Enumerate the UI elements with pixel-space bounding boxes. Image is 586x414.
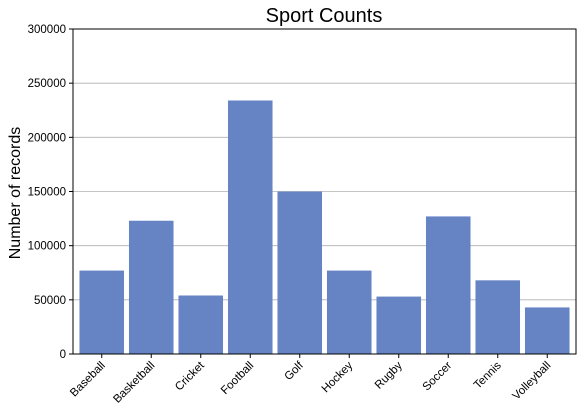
x-tick-label-cricket: Cricket bbox=[173, 359, 207, 393]
bar-rugby bbox=[376, 296, 422, 354]
x-tick-label-rugby: Rugby bbox=[373, 359, 405, 391]
y-tick-label: 100000 bbox=[28, 241, 66, 253]
y-tick-label: 0 bbox=[60, 349, 66, 361]
x-tick-label-tennis: Tennis bbox=[472, 359, 504, 391]
y-tick-label: 200000 bbox=[28, 132, 66, 144]
x-tick-label-baseball: Baseball bbox=[68, 360, 108, 400]
bar-baseball bbox=[79, 270, 125, 354]
bar-tennis bbox=[475, 280, 521, 354]
bars bbox=[79, 100, 570, 354]
x-tick-label-basketball: Basketball bbox=[111, 360, 157, 406]
bar-soccer bbox=[425, 216, 471, 354]
bar-cricket bbox=[178, 295, 224, 354]
x-axis-ticks: Baseball Basketball Cricket Football Golf Hoc… bbox=[68, 354, 553, 406]
y-axis-label: Number of records bbox=[7, 127, 24, 260]
bar-volleyball bbox=[524, 307, 570, 354]
y-tick-label: 150000 bbox=[28, 187, 66, 199]
bar-golf bbox=[277, 191, 323, 354]
x-tick-label-golf: Golf bbox=[282, 359, 306, 383]
x-tick-label-soccer: Soccer bbox=[421, 360, 455, 394]
x-tick-label-hockey: Hockey bbox=[320, 359, 356, 395]
x-tick-label-volleyball: Volleyball bbox=[511, 360, 554, 403]
bar-basketball bbox=[128, 220, 174, 354]
y-tick-label: 50000 bbox=[34, 295, 66, 307]
chart-title: Sport Counts bbox=[266, 5, 383, 27]
y-axis-ticks: 0 50000 100000 150000 200000 250000 300000 bbox=[28, 24, 73, 361]
y-tick-label: 300000 bbox=[28, 24, 66, 36]
bar-hockey bbox=[326, 270, 372, 354]
y-tick-label: 250000 bbox=[28, 78, 66, 90]
x-tick-label-football: Football bbox=[219, 360, 256, 397]
bar-football bbox=[227, 100, 273, 354]
